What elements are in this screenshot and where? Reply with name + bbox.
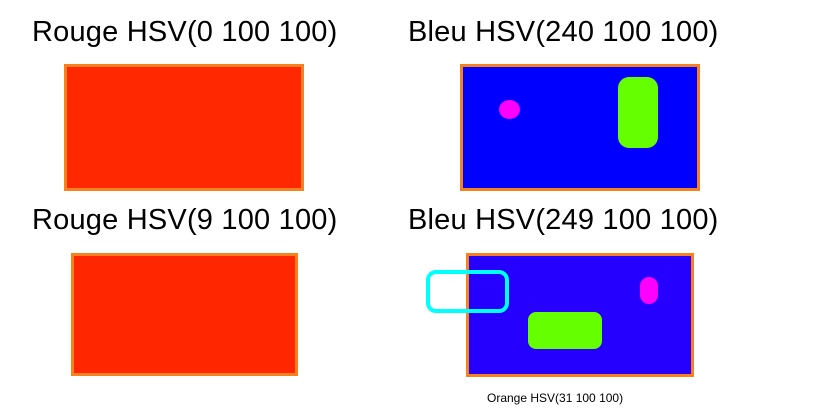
rouge-swatch-hsv-0 xyxy=(64,64,304,191)
bleu-swatch-hsv-240 xyxy=(460,64,700,191)
label-rouge-hsv-9: Rouge HSV(9 100 100) xyxy=(32,204,338,236)
label-rouge-hsv-0: Rouge HSV(0 100 100) xyxy=(32,16,338,48)
label-bleu-hsv-249: Bleu HSV(249 100 100) xyxy=(408,204,719,236)
magenta-pill xyxy=(640,277,658,304)
label-bleu-hsv-240: Bleu HSV(240 100 100) xyxy=(408,16,719,48)
caption-orange-hsv-31: Orange HSV(31 100 100) xyxy=(487,391,624,405)
rouge-swatch-hsv-9 xyxy=(71,253,298,376)
cyan-rounded-outline xyxy=(426,270,509,313)
green-rounded-rectangle-lower xyxy=(528,312,602,349)
green-rounded-rectangle xyxy=(618,77,658,148)
magenta-dot xyxy=(499,100,520,119)
